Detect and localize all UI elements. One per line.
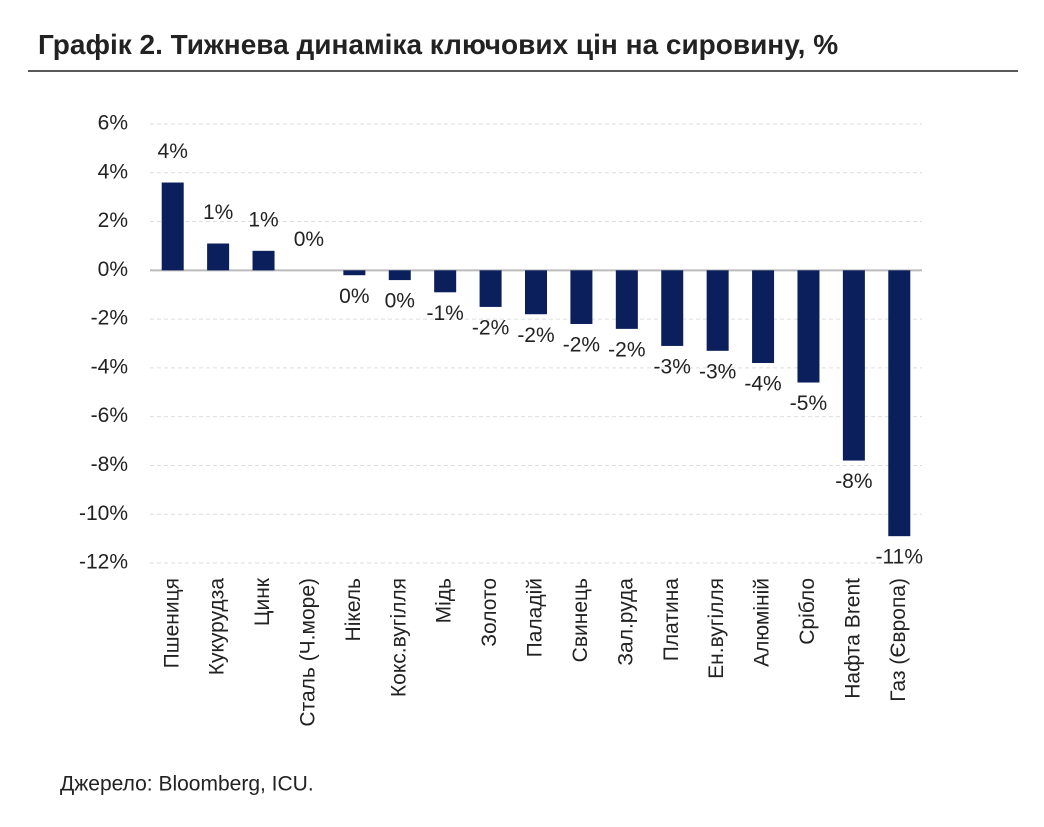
value-label: -2% bbox=[517, 324, 554, 347]
bar bbox=[479, 270, 502, 307]
value-label: 4% bbox=[158, 140, 188, 163]
bar bbox=[706, 270, 729, 351]
bar bbox=[161, 182, 184, 271]
value-label: 1% bbox=[248, 208, 278, 231]
x-tick-label: Зал.руда bbox=[614, 578, 637, 666]
value-label: -3% bbox=[699, 360, 736, 383]
value-label: -11% bbox=[876, 546, 923, 569]
x-tick-label: Газ (Європа) bbox=[887, 578, 910, 702]
bar bbox=[797, 270, 820, 383]
y-tick-label: -4% bbox=[91, 355, 128, 378]
x-tick-label: Сталь (Ч.море) bbox=[296, 578, 319, 727]
x-tick-label: Нафта Brent bbox=[841, 578, 864, 699]
bar bbox=[752, 270, 775, 364]
y-tick-label: 0% bbox=[98, 258, 128, 281]
bar bbox=[888, 270, 911, 537]
bar bbox=[388, 270, 411, 281]
x-tick-label: Кокс.вугілля bbox=[387, 578, 410, 697]
y-tick-label: 4% bbox=[98, 160, 128, 183]
value-label: -2% bbox=[563, 334, 600, 357]
y-tick-label: 6% bbox=[98, 112, 128, 135]
x-tick-label: Срібло bbox=[796, 578, 819, 645]
chart-title: Графік 2. Тижнева динаміка ключових цін … bbox=[38, 29, 838, 60]
bar bbox=[615, 270, 638, 329]
x-tick-label: Золото bbox=[478, 578, 501, 647]
value-label: 1% bbox=[203, 201, 233, 224]
y-tick-label: -12% bbox=[79, 551, 128, 574]
value-label: -5% bbox=[790, 392, 827, 415]
bar bbox=[434, 270, 457, 293]
bar bbox=[343, 270, 366, 276]
x-tick-label: Свинець bbox=[569, 578, 592, 662]
bar bbox=[842, 270, 865, 461]
value-label: 0% bbox=[294, 228, 324, 251]
value-label: -8% bbox=[835, 470, 872, 493]
value-label: 0% bbox=[339, 285, 369, 308]
bar bbox=[207, 243, 230, 271]
y-tick-label: -8% bbox=[91, 453, 128, 476]
x-tick-label: Кукурудза bbox=[206, 578, 229, 676]
y-tick-label: -10% bbox=[79, 502, 128, 525]
x-tick-label: Цинк bbox=[251, 577, 274, 626]
y-tick-label: -6% bbox=[91, 404, 128, 427]
x-tick-label: Паладій bbox=[524, 578, 547, 657]
value-label: -1% bbox=[426, 302, 463, 325]
source: Джерело: Bloomberg, ICU. bbox=[60, 773, 314, 796]
x-tick-label: Нікель bbox=[342, 578, 365, 641]
y-tick-label: -2% bbox=[91, 307, 128, 330]
bar bbox=[570, 270, 593, 324]
bar bbox=[252, 250, 275, 271]
value-label: 0% bbox=[385, 290, 415, 313]
x-tick-label: Мідь bbox=[433, 578, 456, 623]
x-tick-label: Платина bbox=[660, 578, 683, 662]
value-label: -3% bbox=[654, 355, 691, 378]
x-tick-label: Алюміній bbox=[751, 578, 774, 667]
x-tick-label: Ен.вугілля bbox=[705, 578, 728, 679]
bar bbox=[661, 270, 684, 346]
value-label: -4% bbox=[744, 373, 781, 396]
y-tick-label: 2% bbox=[98, 209, 128, 232]
bar bbox=[525, 270, 547, 315]
x-tick-label: Пшениця bbox=[160, 578, 183, 668]
value-label: -2% bbox=[608, 338, 645, 361]
value-label: -2% bbox=[472, 316, 509, 339]
